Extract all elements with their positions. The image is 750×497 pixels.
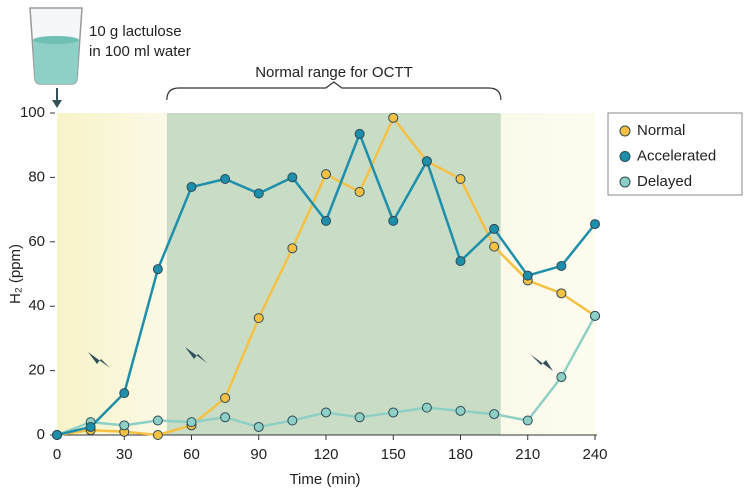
data-point <box>119 388 130 399</box>
data-point <box>253 188 264 199</box>
data-point <box>455 405 466 416</box>
data-point <box>354 128 365 139</box>
data-point <box>556 372 567 383</box>
range-shade <box>166 113 501 435</box>
x-tick-label: 150 <box>381 446 406 463</box>
y-tick-label: 0 <box>37 426 45 443</box>
arrowheads <box>88 347 553 371</box>
data-point <box>354 412 365 423</box>
data-point <box>590 310 600 321</box>
data-point <box>220 392 231 403</box>
data-point <box>354 186 365 197</box>
glass-icon <box>29 7 83 108</box>
data-point <box>220 174 231 185</box>
legend-marker <box>619 176 631 188</box>
range-bracket <box>166 81 502 101</box>
data-point <box>421 156 432 167</box>
data-point <box>388 407 399 418</box>
data-point <box>152 430 163 440</box>
data-point <box>489 241 500 252</box>
data-point <box>590 219 600 230</box>
legend-label: Delayed <box>637 173 692 190</box>
legend-marker <box>619 151 631 162</box>
legend-label: Normal <box>637 122 685 139</box>
data-point <box>489 409 500 420</box>
data-point <box>522 270 533 281</box>
data-point <box>455 174 466 185</box>
legend-marker <box>619 125 631 137</box>
x-tick-label: 60 <box>183 446 200 463</box>
range-label: Normal range for OCTT <box>255 64 413 81</box>
y-tick-label: 60 <box>28 233 45 250</box>
background <box>57 113 595 435</box>
data-point <box>421 402 432 413</box>
x-tick-label: 120 <box>313 446 338 463</box>
data-point <box>186 417 197 428</box>
pre-range-shade <box>57 113 167 435</box>
post-range-shade <box>500 113 595 435</box>
data-point <box>220 412 231 423</box>
y-tick-label: 100 <box>20 104 45 121</box>
x-axis-label: Time (min) <box>289 471 360 488</box>
annotation: in 100 ml water <box>89 43 191 60</box>
data-point <box>85 421 96 432</box>
data-point <box>253 313 264 324</box>
data-point <box>556 288 567 299</box>
legend-label: Accelerated <box>637 147 716 164</box>
x-tick-label: 240 <box>582 446 607 463</box>
data-point <box>287 415 298 426</box>
data-point <box>52 430 62 440</box>
x-tick-label: 210 <box>515 446 540 463</box>
x-tick-label: 90 <box>250 446 267 463</box>
data-point <box>321 169 331 180</box>
data-point <box>119 420 130 431</box>
x-tick-label: 180 <box>448 446 473 463</box>
data-point <box>522 415 533 426</box>
data-point <box>321 215 331 226</box>
y-tick-label: 80 <box>28 168 45 185</box>
y-tick-label: 20 <box>28 362 45 379</box>
data-point <box>287 243 298 254</box>
data-point <box>186 182 197 193</box>
annotation: 10 g lactulose <box>89 23 182 40</box>
data-point <box>287 172 298 183</box>
data-point <box>489 223 500 234</box>
y-axis-label: H₂ (ppm) <box>7 244 24 304</box>
x-tick-label: 30 <box>116 446 133 463</box>
data-point <box>152 415 163 426</box>
data-point <box>388 215 399 226</box>
data-point <box>253 421 264 432</box>
data-point <box>455 256 466 267</box>
data-point <box>152 264 163 275</box>
data-point <box>321 407 331 418</box>
x-tick-label: 0 <box>53 446 61 463</box>
data-point <box>388 112 399 123</box>
y-tick-label: 40 <box>28 297 45 314</box>
data-point <box>556 260 567 271</box>
